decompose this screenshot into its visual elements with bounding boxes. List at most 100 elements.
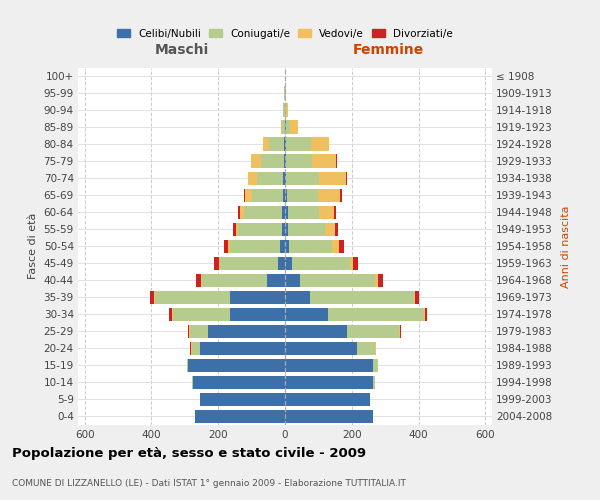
Bar (286, 154, 313, 168)
Bar (245, 188, 251, 202)
Bar (325, 222, 335, 236)
Bar (151, 290, 154, 304)
Bar (195, 410, 285, 423)
Bar (328, 308, 424, 321)
Text: Popolazione per età, sesso e stato civile - 2009: Popolazione per età, sesso e stato civil… (12, 448, 366, 460)
Bar (224, 240, 228, 253)
Bar (200, 342, 285, 355)
Bar (285, 104, 286, 117)
Bar (188, 324, 190, 338)
Bar (155, 290, 230, 304)
Bar (285, 342, 357, 355)
Bar (230, 290, 285, 304)
Bar (287, 206, 319, 219)
Bar (285, 308, 328, 321)
Bar (269, 138, 284, 150)
Bar (285, 222, 289, 236)
Bar (285, 359, 373, 372)
Bar (347, 324, 398, 338)
Bar (285, 410, 373, 423)
Bar (263, 138, 269, 150)
Bar (188, 359, 285, 372)
Bar (257, 172, 283, 185)
Bar (283, 172, 285, 185)
Bar (283, 188, 285, 202)
Bar (228, 240, 230, 253)
Bar (266, 274, 285, 287)
Bar (286, 104, 287, 117)
Bar (375, 274, 378, 287)
Bar (340, 188, 342, 202)
Bar (230, 240, 280, 253)
Text: Maschi: Maschi (154, 43, 209, 57)
Bar (285, 393, 370, 406)
Legend: Celibi/Nubili, Coniugati/e, Vedovi/e, Divorziati/e: Celibi/Nubili, Coniugati/e, Vedovi/e, Di… (113, 24, 457, 43)
Bar (169, 308, 172, 321)
Bar (373, 376, 375, 389)
Bar (285, 290, 310, 304)
Bar (281, 222, 285, 236)
Bar (172, 308, 173, 321)
Bar (200, 274, 202, 287)
Bar (281, 120, 283, 134)
Bar (248, 172, 257, 185)
Bar (285, 206, 287, 219)
Bar (311, 138, 329, 150)
Bar (240, 206, 244, 219)
Text: Femmine: Femmine (353, 43, 424, 57)
Bar (278, 256, 285, 270)
Bar (334, 206, 336, 219)
Bar (289, 222, 325, 236)
Bar (214, 256, 219, 270)
Bar (313, 154, 337, 168)
Bar (283, 104, 285, 117)
Bar (251, 154, 260, 168)
Bar (191, 342, 200, 355)
Bar (284, 86, 285, 100)
Bar (415, 290, 419, 304)
Bar (219, 256, 220, 270)
Bar (285, 188, 287, 202)
Bar (220, 256, 278, 270)
Bar (319, 188, 340, 202)
Bar (285, 120, 286, 134)
Bar (230, 308, 285, 321)
Text: COMUNE DI LIZZANELLO (LE) - Dati ISTAT 1° gennaio 2009 - Elaborazione TUTTITALIA: COMUNE DI LIZZANELLO (LE) - Dati ISTAT 1… (12, 479, 406, 488)
Bar (310, 290, 413, 304)
Bar (192, 376, 193, 389)
Bar (332, 240, 339, 253)
Bar (200, 393, 285, 406)
Bar (286, 138, 311, 150)
Bar (286, 120, 290, 134)
Bar (196, 274, 200, 287)
Bar (284, 154, 285, 168)
Bar (290, 120, 298, 134)
Bar (285, 138, 286, 150)
Bar (202, 274, 266, 287)
Bar (284, 138, 285, 150)
Bar (285, 154, 286, 168)
Bar (285, 256, 292, 270)
Bar (285, 324, 347, 338)
Bar (283, 206, 285, 219)
Bar (260, 154, 284, 168)
Bar (251, 188, 283, 202)
Bar (173, 308, 230, 321)
Bar (193, 376, 285, 389)
Bar (285, 240, 289, 253)
Bar (357, 342, 375, 355)
Bar (285, 86, 286, 100)
Bar (285, 172, 286, 185)
Bar (424, 308, 425, 321)
Bar (375, 342, 376, 355)
Bar (425, 308, 427, 321)
Bar (378, 274, 383, 287)
Y-axis label: Anni di nascita: Anni di nascita (561, 205, 571, 288)
Bar (413, 290, 415, 304)
Bar (238, 222, 281, 236)
Bar (346, 172, 347, 185)
Bar (292, 256, 350, 270)
Bar (208, 324, 285, 338)
Bar (319, 172, 346, 185)
Bar (398, 324, 400, 338)
